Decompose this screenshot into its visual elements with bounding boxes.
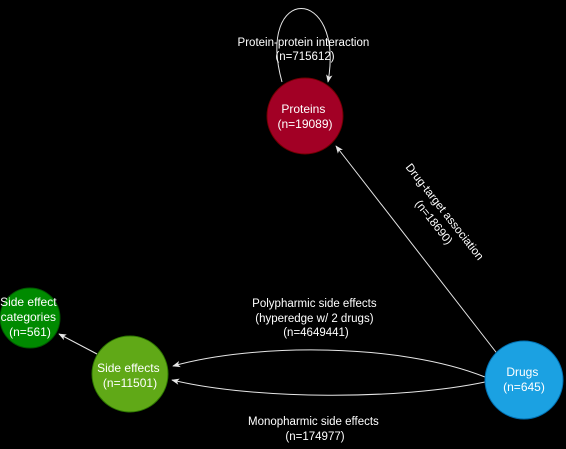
node-side-effects-label: Side effects (n=11501) bbox=[97, 361, 163, 390]
node-proteins: Proteins (n=19089) bbox=[266, 77, 344, 155]
edge-side-effect-categories bbox=[58, 333, 98, 355]
label-protein-protein-interaction: Protein-protein interaction (n=715612) bbox=[238, 37, 373, 63]
label-monopharmic-line1: Monopharmic side effects bbox=[248, 416, 379, 428]
node-drugs-line2: (n=645) bbox=[503, 380, 545, 394]
label-protein-protein-line2: (n=715612) bbox=[275, 51, 334, 63]
label-polypharmic-side-effects: Polypharmic side effects (hyperedge w/ 2… bbox=[252, 298, 380, 339]
label-protein-protein-line1: Protein-protein interaction bbox=[238, 37, 370, 49]
node-side-effects-circle bbox=[91, 335, 169, 413]
node-proteins-circle bbox=[266, 77, 344, 155]
node-side-effects-line2: (n=11501) bbox=[103, 376, 157, 390]
label-polypharmic-line1: Polypharmic side effects bbox=[252, 298, 377, 310]
node-side-effect-categories-line1: Side effect bbox=[0, 295, 57, 309]
node-side-effect-categories-line3: (n=561) bbox=[9, 325, 51, 339]
node-proteins-label: Proteins (n=19089) bbox=[277, 102, 332, 131]
label-drug-target-association: Drug-target association (n=18690) bbox=[391, 162, 487, 275]
node-side-effect-categories-label: Side effect categories (n=561) bbox=[0, 295, 60, 339]
node-proteins-line1: Proteins bbox=[281, 102, 325, 116]
node-drugs-circle bbox=[484, 340, 564, 420]
edge-drug-target-association bbox=[335, 145, 500, 357]
label-polypharmic-line3: (n=4649441) bbox=[283, 327, 349, 339]
node-side-effects: Side effects (n=11501) bbox=[91, 335, 169, 413]
node-drugs-label: Drugs (n=645) bbox=[503, 365, 545, 394]
edge-protein-protein-interaction bbox=[276, 8, 333, 83]
node-side-effects-line1: Side effects bbox=[97, 361, 159, 375]
node-side-effect-categories-circle bbox=[0, 287, 61, 349]
node-drugs: Drugs (n=645) bbox=[484, 340, 564, 420]
node-drugs-line1: Drugs bbox=[506, 365, 538, 379]
label-monopharmic-line2: (n=174977) bbox=[285, 431, 344, 443]
edge-monopharmic-side-effects bbox=[171, 378, 486, 396]
node-side-effect-categories-line2: categories bbox=[1, 310, 56, 324]
node-side-effect-categories: Side effect categories (n=561) bbox=[0, 287, 61, 349]
label-polypharmic-line2: (hyperedge w/ 2 drugs) bbox=[255, 313, 373, 325]
label-monopharmic-side-effects: Monopharmic side effects (n=174977) bbox=[248, 416, 382, 443]
edge-polypharmic-side-effects bbox=[172, 349, 486, 378]
node-proteins-line2: (n=19089) bbox=[277, 117, 332, 131]
